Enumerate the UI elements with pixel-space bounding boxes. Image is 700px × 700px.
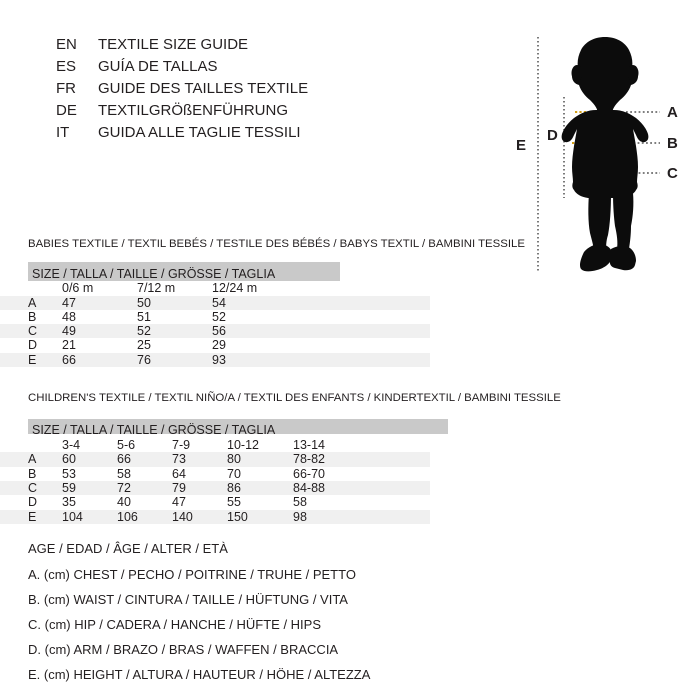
- svg-text:E: E: [516, 137, 526, 154]
- svg-text:D: D: [547, 127, 558, 144]
- svg-text:C: C: [667, 165, 678, 182]
- svg-text:B: B: [667, 135, 678, 152]
- svg-text:A: A: [667, 104, 678, 121]
